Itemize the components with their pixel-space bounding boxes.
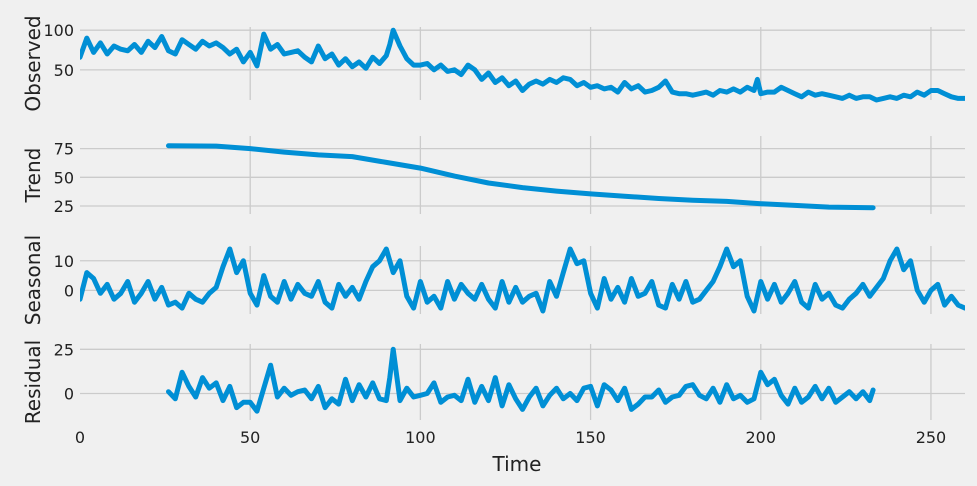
- y-axis-title-seasonal: Seasonal: [21, 235, 45, 325]
- panel-seasonal: 0 10 Seasonal: [21, 235, 965, 325]
- y-tick-label: 25: [54, 340, 74, 359]
- y-tick-label: 0: [64, 281, 74, 300]
- x-tick-label: 50: [240, 428, 260, 447]
- y-tick-label: 75: [54, 140, 74, 159]
- series-line-residual: [166, 346, 876, 414]
- y-tick-label: 10: [54, 252, 74, 271]
- x-tick-label: 250: [916, 428, 947, 447]
- series-line-trend: [166, 143, 876, 211]
- y-tick-label: 100: [43, 21, 74, 40]
- series-line-observed: [80, 27, 965, 103]
- x-tick-label: 100: [405, 428, 436, 447]
- x-tick-label: 150: [575, 428, 606, 447]
- y-tick-label: 50: [54, 61, 74, 80]
- x-axis: 0 50 100 150 200 250: [75, 428, 946, 447]
- series-line-seasonal: [80, 246, 965, 314]
- panel-trend: 25 50 75 Trend: [21, 136, 965, 216]
- x-axis-title: Time: [492, 452, 542, 476]
- x-tick-label: 200: [745, 428, 776, 447]
- y-axis-title-residual: Residual: [21, 340, 45, 424]
- y-tick-label: 25: [54, 197, 74, 216]
- y-tick-label: 50: [54, 168, 74, 187]
- panel-residual: 0 25 Residual: [21, 340, 965, 424]
- y-axis-title-observed: Observed: [21, 15, 45, 111]
- y-axis-title-trend: Trend: [21, 148, 45, 204]
- x-tick-label: 0: [75, 428, 85, 447]
- y-tick-label: 0: [64, 384, 74, 403]
